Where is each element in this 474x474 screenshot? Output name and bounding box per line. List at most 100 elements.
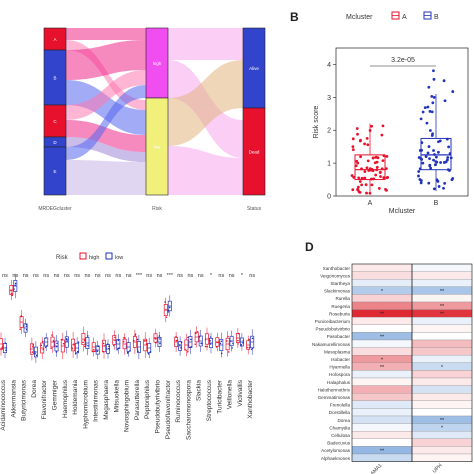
panel-c-point	[184, 348, 186, 351]
panel-c-point	[187, 336, 189, 339]
panel-b-point	[351, 145, 355, 149]
heatmap-row-label: Pseudobutvirbrio	[316, 327, 351, 332]
panel-c-point	[196, 331, 199, 333]
panel-b-point	[437, 150, 440, 154]
panel-b-point	[356, 132, 359, 136]
heatmap-cell	[351, 324, 413, 333]
panel-b-point	[351, 188, 355, 192]
panel-c-point	[52, 340, 55, 342]
panel-d-label: D	[305, 240, 314, 254]
heatmap-cell	[411, 263, 473, 272]
panel-c-xtick-label: Pseudobutyrivibrio	[155, 380, 162, 434]
panel-c-point	[227, 335, 229, 338]
panel-b-point	[434, 160, 438, 164]
panel-b-point	[356, 188, 359, 191]
sankey-flow-8	[66, 160, 146, 195]
panel-c-point	[226, 340, 228, 342]
heatmap-row-label: Badecuvus	[327, 441, 350, 446]
panel-c-xtick-label: Akkermansia	[10, 380, 17, 418]
panel-b-label: B	[290, 10, 299, 24]
panel-c-point	[248, 346, 251, 349]
panel-c-legend-key-1	[105, 252, 113, 260]
heatmap-row-label: Startheya	[330, 281, 350, 286]
sankey-node-e	[43, 146, 67, 196]
sankey-node-label-alive: Alive	[249, 66, 259, 71]
panel-b-point	[438, 139, 442, 143]
panel-b-point	[443, 182, 447, 185]
panel-c-point	[71, 347, 74, 350]
heatmap-row-label: Cellulosa	[331, 433, 350, 438]
heatmap-row-label: Dorea	[337, 418, 350, 423]
panel-b-point	[363, 176, 367, 180]
panel-c-significance: ns	[157, 273, 163, 279]
sankey-node-label-c: C	[53, 119, 57, 124]
panel-c-point	[201, 342, 203, 345]
panel-c-point	[124, 337, 126, 339]
heatmap-cell	[411, 339, 473, 348]
panel-b-point	[356, 185, 360, 189]
panel-c-significance: ns	[198, 273, 204, 279]
heatmap-cell	[411, 438, 473, 447]
panel-c-point	[42, 348, 45, 351]
panel-b-point	[359, 138, 362, 142]
panel-c-point	[159, 342, 161, 345]
panel-c-point	[116, 348, 118, 351]
heatmap-star: **	[440, 289, 445, 295]
heatmap-row-label: Roseburia	[329, 311, 350, 316]
sankey-node-label-a: A	[53, 37, 56, 42]
panel-c-point	[143, 340, 146, 342]
heatmap-star: **	[380, 312, 385, 318]
heatmap-cell	[411, 271, 473, 280]
panel-c-point	[246, 346, 248, 349]
panel-b-point	[385, 176, 389, 180]
panel-c-point	[165, 316, 168, 319]
panel-c-xtick-label: Butyricimonas	[21, 379, 28, 421]
heatmap-row-label: Pasobacter	[327, 334, 351, 339]
panel-c-point	[204, 345, 207, 348]
panel-c-point	[10, 289, 12, 292]
heatmap-star: *	[381, 357, 384, 363]
heatmap-row-label: Chamydia	[329, 425, 350, 430]
panel-c-point	[82, 341, 84, 344]
sankey-node-label-dead: Dead	[249, 150, 260, 155]
panel-c-point	[31, 351, 34, 353]
panel-c-point	[104, 344, 106, 347]
panel-c-point	[175, 335, 177, 338]
panel-b-point	[428, 109, 432, 113]
panel-b-point	[428, 129, 432, 132]
panel-c-point	[97, 345, 100, 348]
panel-b-point	[370, 183, 374, 187]
panel-c-xtick-label: Megasphaera	[103, 380, 110, 420]
panel-c-point	[149, 350, 152, 353]
panel-c-significance: *	[210, 273, 213, 279]
sankey-flow-2	[66, 40, 146, 80]
panel-c-point	[237, 339, 239, 342]
panel-c-point	[72, 343, 75, 346]
panel-c-point	[34, 351, 36, 353]
heatmap-cell	[351, 339, 413, 348]
heatmap-cell	[351, 347, 413, 356]
panel-b-point	[380, 133, 384, 137]
panel-b-point	[432, 69, 435, 73]
panel-c-point	[134, 333, 137, 335]
heatmap-star: **	[440, 312, 445, 318]
heatmap-cell	[411, 431, 473, 439]
panel-c-significance: ns	[74, 273, 80, 279]
panel-b-xtick-label: A	[368, 200, 373, 207]
sankey-axis-label-0: MRDEGcluster	[38, 206, 72, 212]
panel-c-xtick-label: Hyphomicrobium	[82, 380, 89, 429]
panel-c-point	[20, 315, 23, 317]
panel-c-point	[190, 338, 192, 341]
panel-c-significance: ns	[249, 273, 255, 279]
panel-c-significance: ns	[64, 273, 70, 279]
panel-b-point	[365, 136, 369, 140]
panel-c-point	[216, 341, 218, 344]
sankey-node-label-d: D	[53, 140, 57, 145]
panel-b-point	[417, 170, 421, 173]
heatmap-row-label: Dorstillella	[329, 410, 351, 415]
panel-c-xtick-label: Holdemania	[72, 380, 79, 415]
panel-b-point	[421, 110, 425, 114]
panel-b-point	[365, 191, 368, 195]
panel-b-point	[417, 174, 420, 178]
panel-c-point	[147, 353, 150, 355]
